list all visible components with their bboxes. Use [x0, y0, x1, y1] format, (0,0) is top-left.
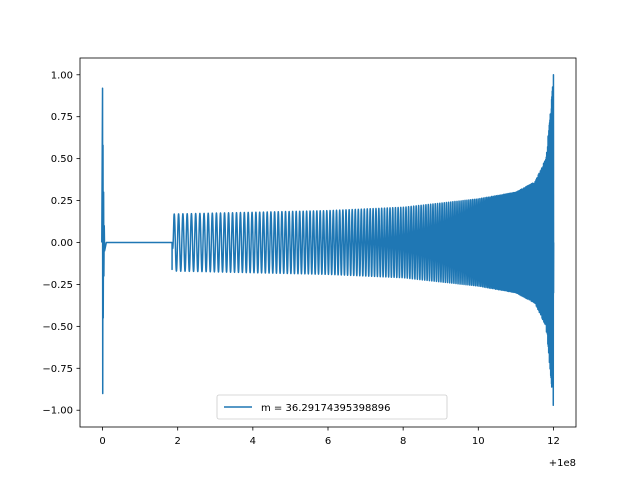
x-tick-label: 10	[472, 436, 485, 447]
y-tick-label: −0.50	[42, 322, 73, 333]
legend-label: m = 36.29174395398896	[261, 403, 390, 414]
x-offset-label: +1e8	[549, 458, 576, 469]
y-tick-label: −0.75	[42, 364, 73, 375]
legend-box	[216, 394, 448, 420]
y-tick-label: 1.00	[51, 70, 73, 81]
x-tick-label: 6	[325, 436, 331, 447]
y-tick-label: 0.25	[51, 196, 73, 207]
x-tick-label: 8	[400, 436, 406, 447]
y-tick-label: 0.00	[51, 238, 73, 249]
series-line-waveform	[101, 74, 555, 406]
x-tick-label: 0	[99, 436, 105, 447]
plot-area	[101, 74, 555, 406]
x-tick-label: 2	[175, 436, 181, 447]
y-tick-label: 0.75	[51, 112, 73, 123]
x-tick-label: 4	[250, 436, 256, 447]
y-tick-label: −1.00	[42, 406, 73, 417]
axes: 0 2 4 6 8 10 12 −1.00 −0.75 −0.50 −0.25 0.00 0.25 0.5…	[42, 57, 577, 469]
legend: m = 36.29174395398896	[216, 394, 448, 420]
x-tick-label: 12	[547, 436, 560, 447]
y-tick-label: −0.25	[42, 280, 73, 291]
y-tick-label: 0.50	[51, 154, 73, 165]
